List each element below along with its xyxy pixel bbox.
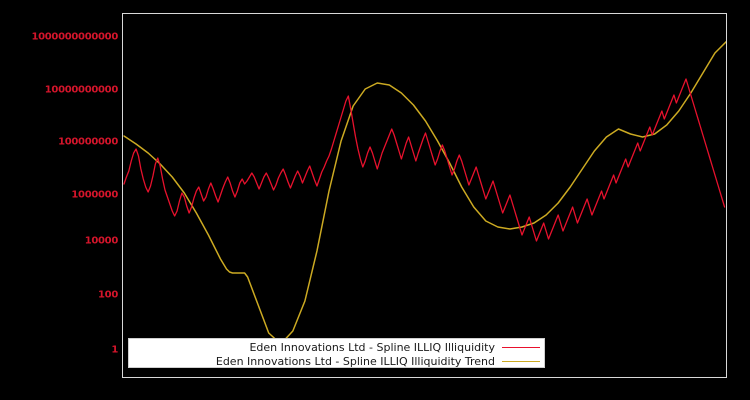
y-axis-tick-label: 100 <box>98 289 118 301</box>
series-line-trend <box>123 40 726 345</box>
y-axis-tick-label: 1000000000000 <box>31 31 118 43</box>
legend-item-illiquidity[interactable]: Eden Innovations Ltd - Spline ILLIQ Illi… <box>249 340 540 354</box>
line-swatch-trend <box>502 360 540 362</box>
y-axis-tick-label: 10000000000 <box>44 84 119 96</box>
line-swatch-illiquidity <box>502 346 540 348</box>
legend-item-trend[interactable]: Eden Innovations Ltd - Spline ILLIQ Illi… <box>215 354 540 368</box>
legend-label-illiquidity: Eden Innovations Ltd - Spline ILLIQ Illi… <box>249 340 495 354</box>
legend-label-trend: Eden Innovations Ltd - Spline ILLIQ Illi… <box>215 354 495 368</box>
plot-area <box>122 13 727 378</box>
series-line-illiquidity <box>123 78 726 242</box>
y-axis-tick-label: 1 <box>111 344 118 356</box>
y-axis-tick-label: 100000000 <box>58 136 118 148</box>
chart-svg <box>123 40 726 345</box>
y-axis-tick-label: 10000 <box>84 235 119 247</box>
chart-legend[interactable]: Eden Innovations Ltd - Spline ILLIQ Illi… <box>128 338 545 368</box>
y-axis-tick-label: 1000000 <box>71 189 118 201</box>
